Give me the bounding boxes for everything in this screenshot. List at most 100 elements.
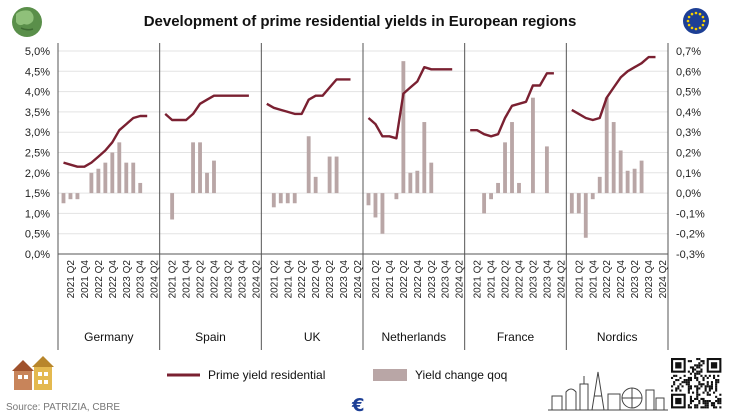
yield-change-bar bbox=[271, 193, 276, 208]
x-tick-label: 2022 Q4 bbox=[209, 260, 220, 299]
x-tick-label: 2023 Q2 bbox=[325, 260, 336, 299]
eu-star bbox=[690, 12, 694, 16]
qr-module bbox=[673, 383, 676, 386]
qr-module bbox=[696, 393, 699, 396]
x-tick-label: 2021 Q4 bbox=[385, 260, 396, 299]
x-tick-label: 2024 Q2 bbox=[150, 260, 161, 299]
x-tick-label: 2024 Q2 bbox=[353, 260, 364, 299]
x-tick-label: 2023 Q4 bbox=[542, 260, 553, 299]
yield-change-bar bbox=[131, 162, 136, 194]
qr-module bbox=[702, 391, 705, 394]
qr-module bbox=[696, 404, 699, 407]
qr-module bbox=[710, 385, 713, 388]
x-axis: 2021 Q2 2021 Q4 2022 Q2 2022 Q4 2023 Q2 2023 … bbox=[57, 43, 669, 350]
qr-module bbox=[702, 397, 705, 400]
yield-change-bar bbox=[597, 176, 602, 194]
yield-change-bar bbox=[576, 193, 581, 214]
legend-item-prime-yield: Prime yield residential bbox=[208, 368, 325, 382]
left-tick-label: 4,5% bbox=[25, 66, 50, 78]
qr-module bbox=[717, 397, 720, 400]
left-tick-label: 4,0% bbox=[25, 87, 50, 99]
x-tick-label: 2021 Q4 bbox=[80, 260, 91, 299]
qr-module bbox=[702, 360, 705, 363]
region-label: UK bbox=[304, 330, 321, 344]
region-label: Spain bbox=[195, 330, 226, 344]
qr-module bbox=[689, 387, 692, 390]
x-tick-label: 2023 Q4 bbox=[136, 260, 147, 299]
qr-module bbox=[698, 372, 701, 375]
left-tick-label: 3,0% bbox=[25, 127, 50, 139]
qr-module bbox=[687, 360, 690, 363]
eu-star bbox=[690, 26, 694, 30]
qr-module bbox=[704, 400, 707, 403]
qr-module bbox=[708, 385, 711, 388]
qr-finder-core bbox=[675, 362, 682, 369]
x-tick-label: 2022 Q2 bbox=[399, 260, 410, 299]
qr-module bbox=[687, 383, 690, 386]
qr-module bbox=[683, 381, 686, 384]
qr-module bbox=[713, 404, 716, 407]
eu-star bbox=[687, 23, 691, 27]
qr-module bbox=[719, 402, 722, 405]
qr-module bbox=[694, 397, 697, 400]
yield-change-bar bbox=[366, 193, 371, 206]
x-tick-label: 2023 Q4 bbox=[339, 260, 350, 299]
qr-module bbox=[702, 402, 705, 405]
qr-module bbox=[692, 370, 695, 373]
yield-change-bar bbox=[625, 170, 630, 194]
x-tick-label: 2021 Q4 bbox=[283, 260, 294, 299]
x-tick-label: 2022 Q2 bbox=[297, 260, 308, 299]
yield-change-bar bbox=[285, 193, 290, 204]
qr-module bbox=[681, 381, 684, 384]
qr-module bbox=[706, 402, 709, 405]
yield-change-bar bbox=[517, 182, 521, 194]
qr-module bbox=[679, 389, 682, 392]
qr-module bbox=[706, 383, 709, 386]
prime-yield-line bbox=[571, 55, 656, 122]
qr-module bbox=[715, 379, 718, 382]
qr-module bbox=[694, 364, 697, 367]
qr-module bbox=[689, 395, 692, 398]
qr-module bbox=[708, 400, 711, 403]
qr-module bbox=[706, 381, 709, 384]
x-tick-label: 2021 Q2 bbox=[371, 260, 382, 299]
region-label: Nordics bbox=[597, 330, 638, 344]
eu-star bbox=[686, 19, 690, 23]
qr-module bbox=[698, 393, 701, 396]
qr-module bbox=[689, 402, 692, 405]
yield-change-bar bbox=[394, 193, 399, 200]
region-labels: Germany Spain UK Netherlands France Nordics bbox=[84, 330, 637, 344]
qr-module bbox=[706, 376, 709, 379]
qr-module bbox=[687, 387, 690, 390]
qr-module bbox=[696, 406, 699, 409]
x-tick-label: 2023 Q4 bbox=[237, 260, 248, 299]
qr-module bbox=[689, 360, 692, 363]
qr-module bbox=[694, 376, 697, 379]
x-tick-label: 2022 Q2 bbox=[501, 260, 512, 299]
qr-module bbox=[694, 374, 697, 377]
x-tick-label: 2022 Q2 bbox=[94, 260, 105, 299]
qr-module bbox=[719, 397, 722, 400]
qr-module bbox=[710, 404, 713, 407]
qr-module bbox=[717, 402, 720, 405]
qr-module bbox=[689, 385, 692, 388]
qr-module bbox=[715, 385, 718, 388]
qr-module bbox=[700, 385, 703, 388]
qr-module bbox=[704, 374, 707, 377]
qr-module bbox=[713, 391, 716, 394]
qr-module bbox=[689, 400, 692, 403]
qr-module bbox=[713, 402, 716, 405]
right-tick-label: -0,1% bbox=[676, 208, 705, 220]
yield-change-bar bbox=[503, 142, 507, 194]
qr-module bbox=[687, 381, 690, 384]
eu-star bbox=[694, 11, 698, 15]
x-tick-label: 2021 Q2 bbox=[574, 260, 585, 299]
region-label: France bbox=[497, 330, 535, 344]
qr-module bbox=[696, 379, 699, 382]
qr-module bbox=[710, 381, 713, 384]
qr-module bbox=[696, 358, 699, 361]
x-tick-label: 2023 Q2 bbox=[122, 260, 133, 299]
eu-star bbox=[687, 15, 691, 19]
left-tick-label: 0,0% bbox=[25, 249, 50, 261]
qr-module bbox=[687, 379, 690, 382]
